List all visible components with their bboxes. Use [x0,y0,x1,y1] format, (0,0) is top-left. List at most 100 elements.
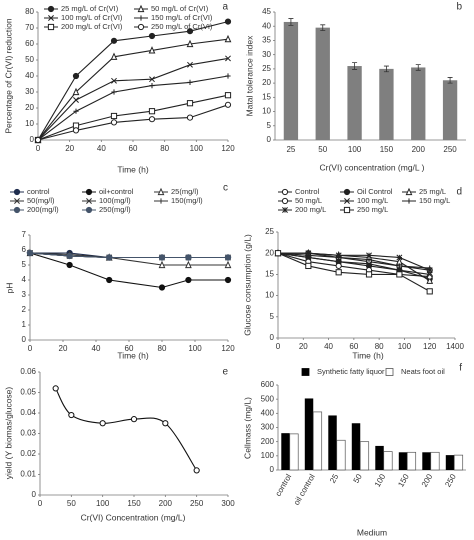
legend-label: 200 mg/L of Cr(VI) [61,22,123,31]
marker [185,276,192,284]
marker [66,252,73,260]
marker [110,119,118,126]
x-tick-label: 250 [443,472,458,489]
legend-marker [343,188,351,196]
legend-label: 25 mg/L [419,187,446,196]
x-tick-label: 100 [398,342,412,351]
legend-label: 25(mg/l) [171,187,199,196]
y-tick-label: 30 [25,87,34,96]
marker [426,276,434,284]
legend-label: 150(mg/l) [171,196,203,205]
error-bar [447,77,453,84]
series-line [37,94,229,141]
y-tick-label: 5 [267,121,272,130]
y-tick-label: 0 [270,333,275,342]
x-tick-label: 60 [349,342,358,351]
x-tick-label: 80 [375,342,384,351]
legend-marker [138,15,144,21]
bar [430,451,440,471]
marker [335,258,342,265]
marker [305,250,312,257]
bar [375,445,384,470]
legend-marker [13,188,21,196]
marker [225,55,231,62]
series-line [29,252,228,289]
x-tick-label: 100 [96,499,110,508]
legend-marker [13,206,21,214]
y-tick-label: 0.01 [20,470,36,479]
panel-label: d [456,187,462,198]
legend-label: 50 mg/L of Cr(VI) [151,4,209,13]
bar [347,66,362,140]
y-axis-label: yield (Y biomas/glucose) [3,387,13,480]
legend-marker [344,198,350,204]
marker [111,77,117,84]
legend-label: Oil Control [357,187,393,196]
legend-label: 250 mg/L [357,205,388,214]
marker [66,261,73,269]
x-tick-label: 80 [160,144,169,153]
marker [26,249,34,257]
marker [99,420,106,427]
y-tick-label: 200 [261,437,275,446]
marker [185,260,192,269]
y-tick-label: 5 [270,312,275,321]
legend-marker [47,23,55,31]
panel-label: e [222,367,228,378]
bar [422,452,431,470]
marker [73,97,79,103]
marker [224,260,232,269]
marker [148,32,156,40]
legend-marker [137,23,145,31]
x-tick-label: 50 [67,499,76,508]
x-tick-label: 0 [36,144,41,153]
legend-label: Synthetic fatty liquor [317,367,385,376]
error-bar [352,62,358,70]
y-tick-label: 30 [262,50,271,59]
y-tick-label: 20 [262,78,271,87]
legend-label: 250(mg/l) [99,205,131,214]
legend-label: 100 mg/L [357,196,388,205]
marker [224,101,232,108]
legend-marker [47,5,55,13]
marker [111,89,117,95]
series-line [277,252,430,292]
bar [379,68,394,140]
legend-label: 50 mg/L [295,196,322,205]
y-tick-label: 0.02 [20,449,36,458]
x-tick-label: 100 [190,144,204,153]
legend-swatch [385,368,394,376]
marker [148,116,156,123]
x-axis-label: Medium [357,527,387,537]
error-bar [383,65,389,73]
x-tick-label: 50 [318,145,327,154]
bar [453,454,464,471]
legend-marker [14,198,20,204]
x-tick-label: 200 [412,145,426,154]
x-tick-label: 50 [352,472,365,485]
x-tick-label: 60 [125,344,134,353]
marker [224,18,232,25]
marker [72,72,80,80]
marker [224,276,232,284]
marker [186,39,194,48]
marker [162,420,169,427]
legend-label: control [27,187,50,196]
bar [281,433,290,470]
y-tick-label: 0 [22,335,27,344]
y-tick-label: 300 [261,423,275,432]
y-axis-label: Matal tolerance index [244,35,254,117]
x-tick-label: 40 [324,342,333,351]
x-tick-label: 120 [221,344,235,353]
marker [110,52,118,60]
x-tick-label: 100 [188,344,202,353]
y-tick-label: 60 [25,39,34,48]
marker [34,136,42,144]
error-bar [320,24,326,31]
marker [366,260,372,267]
marker [366,252,372,259]
marker [106,254,113,261]
y-tick-label: 0.04 [20,408,36,417]
y-tick-label: 400 [261,408,275,417]
